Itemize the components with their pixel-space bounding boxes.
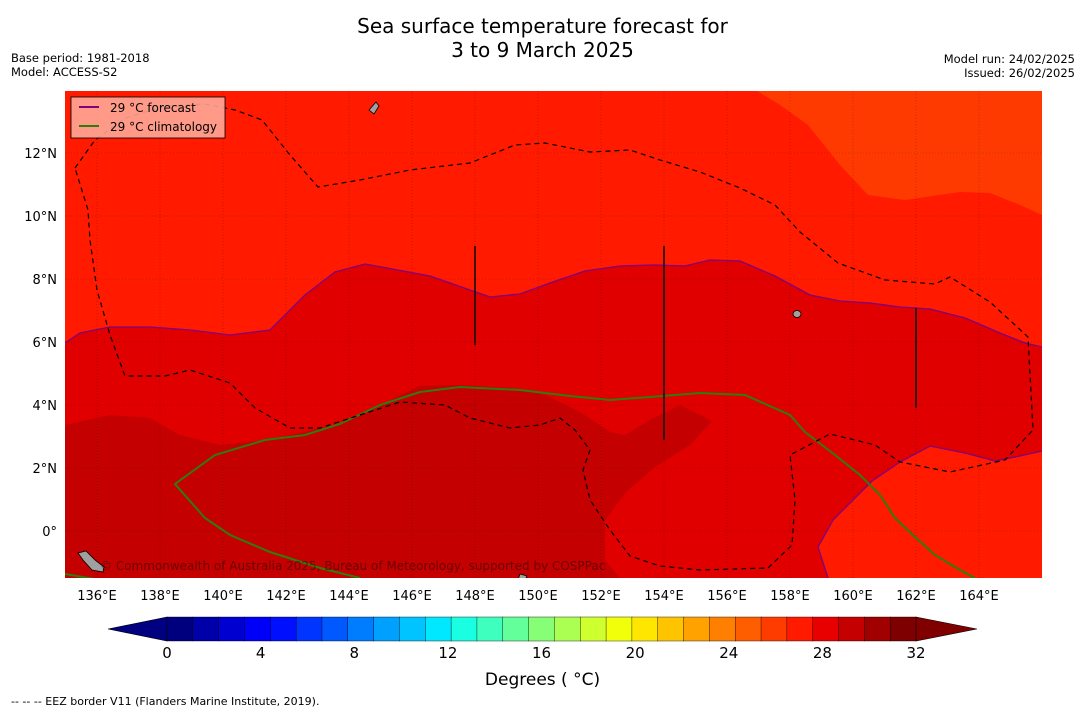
island-small-south	[518, 573, 528, 578]
colorbar-tick-label: 32	[906, 644, 925, 662]
colorbar-bin	[528, 616, 555, 642]
colorbar-bin	[425, 616, 452, 642]
lat-label: 12°N	[24, 147, 57, 162]
colorbar-bin	[166, 616, 194, 642]
island-pohnpei	[792, 310, 802, 318]
colorbar-title: Degrees ( °C)	[484, 670, 601, 690]
legend-forecast-label: 29 °C forecast	[110, 101, 196, 115]
colorbar-bin	[709, 616, 736, 642]
colorbar-tick-label: 12	[438, 644, 457, 662]
islands	[77, 101, 802, 578]
colorbar-over-arrow	[915, 616, 978, 642]
island-new-ireland	[77, 550, 105, 573]
lat-label: 0°	[42, 525, 57, 540]
model-name: Model: ACCESS-S2	[11, 65, 118, 79]
latitude-labels: 12°N 10°N 8°N 6°N 4°N 2°N 0°	[24, 147, 57, 540]
lat-label: 4°N	[33, 399, 58, 414]
colorbar-bin	[735, 616, 762, 642]
colorbar-bin	[683, 616, 710, 642]
lat-label: 6°N	[33, 336, 58, 351]
colorbar-bin	[218, 616, 245, 642]
lon-label: 148°E	[455, 589, 495, 604]
graticule	[65, 91, 1042, 578]
forecast-29c-contour	[65, 259, 1042, 348]
colorbar-tick-label: 20	[626, 644, 645, 662]
colorbar-bin	[554, 616, 581, 642]
colorbar-bin	[864, 616, 891, 642]
colorbar-bin	[605, 616, 633, 642]
lon-label: 158°E	[770, 589, 810, 604]
eez-footnote: -- -- -- EEZ border V11 (Flanders Marine…	[11, 695, 320, 708]
meta-left: Base period: 1981-2018 Model: ACCESS-S2	[11, 51, 150, 79]
colorbar-bin	[373, 616, 400, 642]
colorbar-bin	[476, 616, 504, 642]
island-guam	[368, 101, 380, 115]
lon-label: 140°E	[203, 589, 243, 604]
legend-climatology-label: 29 °C climatology	[110, 120, 217, 134]
lon-label: 160°E	[833, 589, 873, 604]
colorbar-bin	[502, 616, 530, 642]
colorbar-bin	[192, 616, 220, 642]
colorbar-bin	[812, 616, 840, 642]
colorbar-tick-label: 4	[256, 644, 266, 662]
lon-label: 156°E	[707, 589, 747, 604]
colorbar-tick-label: 16	[532, 644, 551, 662]
title-line-1: Sea surface temperature forecast for	[357, 14, 728, 38]
longitude-labels: 136°E 138°E 140°E 142°E 144°E 146°E 148°E 150°E…	[77, 589, 999, 604]
colorbar-bin	[347, 616, 375, 642]
lon-label: 162°E	[896, 589, 936, 604]
colorbar-bin	[580, 616, 607, 642]
lon-label: 142°E	[266, 589, 306, 604]
lat-label: 8°N	[33, 273, 58, 288]
eez-border	[74, 103, 1034, 571]
issued-date: Issued: 26/02/2025	[964, 66, 1075, 80]
lon-label: 152°E	[581, 589, 621, 604]
meta-right: Model run: 24/02/2025 Issued: 26/02/2025	[944, 52, 1075, 80]
model-run: Model run: 24/02/2025	[943, 52, 1075, 66]
colorbar-tick-label: 0	[162, 644, 172, 662]
chart-title: Sea surface temperature forecast for 3 t…	[0, 14, 1085, 62]
lon-label: 138°E	[140, 589, 180, 604]
lon-label: 144°E	[329, 589, 369, 604]
colorbar-bin	[295, 616, 323, 642]
colorbar-tick-label: 24	[719, 644, 738, 662]
colorbar-bin	[321, 616, 349, 642]
lon-label: 164°E	[959, 589, 999, 604]
colorbar-under-arrow	[107, 616, 168, 642]
colorbar-bin	[838, 616, 865, 642]
colorbar-bin	[399, 616, 426, 642]
climatology-29c-contour	[65, 385, 976, 578]
vertical-markers	[474, 246, 917, 440]
sst-field-cooler-ne	[757, 91, 1042, 215]
legend-box	[70, 96, 226, 139]
lon-label: 136°E	[77, 589, 117, 604]
colorbar	[107, 616, 978, 642]
lon-label: 150°E	[518, 589, 558, 604]
colorbar-tick-label: 8	[349, 644, 359, 662]
colorbar-tick-label: 28	[813, 644, 832, 662]
colorbar-bin	[760, 616, 788, 642]
lat-label: 2°N	[33, 462, 58, 477]
colorbar-bin	[786, 616, 814, 642]
colorbar-tick-labels: 0 4 8 12 16 20 24 28 32	[162, 644, 925, 662]
lon-label: 154°E	[644, 589, 684, 604]
watermark: © Commonwealth of Australia 2025, Bureau…	[100, 559, 605, 573]
base-period: Base period: 1981-2018	[11, 51, 150, 65]
lat-label: 10°N	[24, 210, 57, 225]
colorbar-bin	[657, 616, 685, 642]
contour-legend: 29 °C forecast 29 °C climatology	[70, 96, 226, 139]
lon-label: 146°E	[392, 589, 432, 604]
colorbar-bin	[450, 616, 478, 642]
colorbar-bin	[631, 616, 659, 642]
sst-map: © Commonwealth of Australia 2025, Bureau…	[65, 91, 1042, 578]
sst-field-warmest	[65, 385, 712, 578]
title-line-2: 3 to 9 March 2025	[451, 38, 634, 62]
colorbar-bin	[244, 616, 271, 642]
colorbar-bin	[889, 616, 917, 642]
colorbar-bin	[270, 616, 297, 642]
